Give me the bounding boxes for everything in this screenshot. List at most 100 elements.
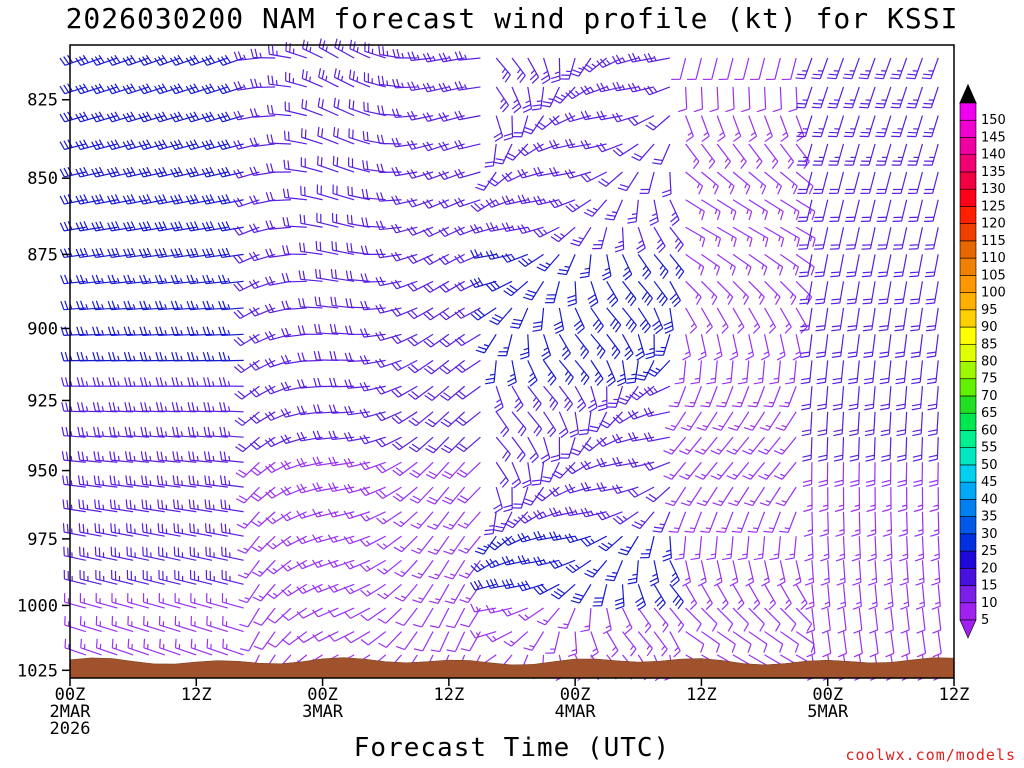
wind-barb	[253, 631, 276, 650]
wind-barb-feather	[521, 555, 527, 564]
wind-barb-feather	[537, 166, 543, 176]
wind-barb-half-feather	[748, 473, 754, 477]
wind-barb	[748, 115, 758, 142]
wind-barb-feather	[717, 238, 722, 248]
wind-barb-staff	[606, 631, 619, 651]
wind-barb-feather	[391, 224, 397, 234]
wind-barb-staff	[823, 281, 829, 304]
wind-barb-staff	[688, 486, 702, 506]
wind-barb	[684, 511, 702, 533]
wind-barb-feather	[768, 326, 776, 334]
wind-barb-feather	[609, 318, 617, 327]
wind-barb	[377, 607, 402, 624]
wind-barb-half-feather	[653, 55, 657, 61]
wind-barb-staff	[780, 253, 799, 268]
wind-barb-half-feather	[670, 500, 677, 503]
wind-barb-feather	[426, 499, 436, 505]
wind-barb-feather	[507, 381, 517, 387]
wind-barb-half-feather	[543, 229, 548, 234]
wind-barb-half-feather	[148, 381, 152, 387]
wind-barb-half-feather	[584, 267, 590, 270]
wind-barb-feather	[95, 167, 101, 177]
wind-barb	[264, 461, 292, 474]
wind-barb	[234, 411, 260, 427]
wind-barb-feather	[250, 78, 254, 88]
wind-barb-staff	[334, 631, 355, 642]
wind-barb-feather	[604, 218, 614, 221]
wind-barb-feather	[252, 279, 259, 288]
wind-barb-staff	[416, 436, 434, 453]
wind-barb-half-feather	[655, 367, 661, 372]
wind-barb-feather	[60, 352, 65, 362]
wind-barb-feather	[763, 405, 773, 408]
wind-barb-feather	[64, 274, 69, 284]
wind-barb-feather	[250, 469, 258, 476]
wind-barb-feather	[158, 248, 164, 258]
wind-barb-feather	[469, 279, 476, 288]
wind-barb-feather	[499, 101, 507, 110]
wind-barb-feather	[743, 426, 753, 431]
wind-barb-feather	[645, 351, 655, 356]
wind-barb-half-feather	[604, 267, 610, 271]
wind-barb	[815, 281, 829, 305]
wind-barb-feather	[652, 162, 662, 165]
wind-barb-feather	[513, 482, 521, 489]
wind-barb-feather	[281, 614, 290, 621]
wind-barb-feather	[567, 302, 577, 307]
wind-barb	[696, 411, 718, 431]
wind-barb-half-feather	[558, 534, 562, 540]
wind-barb-feather	[169, 113, 176, 123]
wind-barb-feather	[59, 248, 65, 258]
wind-barb-half-feather	[116, 304, 120, 310]
wind-barb	[469, 579, 497, 591]
wind-barb	[668, 386, 687, 408]
wind-barb	[111, 638, 134, 656]
wind-barb-half-feather	[117, 480, 120, 486]
wind-barb	[172, 475, 197, 488]
wind-barb-staff	[463, 436, 481, 453]
wind-barb-feather	[208, 475, 211, 485]
wind-barb-feather	[701, 135, 710, 142]
wind-barb-half-feather	[527, 258, 533, 263]
wind-barb-half-feather	[671, 212, 677, 217]
wind-barb	[812, 115, 829, 138]
wind-barb	[829, 199, 845, 223]
wind-barb	[830, 281, 845, 305]
wind-barb-half-feather	[180, 304, 183, 310]
wind-barb	[729, 560, 739, 587]
wind-barb-feather	[343, 458, 350, 468]
wind-barb-feather	[392, 49, 396, 59]
wind-barb-feather	[312, 404, 317, 414]
wind-barb	[527, 360, 538, 387]
wind-barb-half-feather	[564, 397, 569, 402]
wind-barb-half-feather	[196, 381, 199, 387]
wind-barb	[202, 247, 228, 259]
wind-barb	[737, 536, 750, 561]
wind-barb-feather	[646, 371, 656, 377]
wind-barb-feather	[627, 411, 634, 420]
wind-barb-feather	[503, 133, 513, 137]
wind-barb-half-feather	[259, 52, 262, 58]
wind-barb-feather	[98, 166, 105, 176]
wind-barb-staff	[836, 143, 845, 166]
wind-barb-feather	[207, 402, 211, 412]
wind-barb	[140, 451, 165, 463]
wind-barb-feather	[749, 238, 753, 248]
chart-title: 2026030200 NAM forecast wind profile (kt…	[65, 2, 959, 35]
wind-barb-feather	[284, 408, 290, 417]
wind-barb-half-feather	[417, 547, 423, 551]
wind-barb-feather	[171, 426, 175, 436]
wind-barb-feather	[185, 168, 192, 178]
wind-barb	[138, 54, 165, 66]
wind-barb-staff	[774, 57, 781, 80]
wind-barb-feather	[302, 298, 306, 308]
wind-barb	[174, 616, 197, 633]
wind-barb-staff	[422, 631, 434, 652]
wind-barb-feather	[796, 73, 806, 76]
wind-barb	[412, 583, 434, 604]
wind-barb-half-feather	[774, 293, 778, 299]
wind-barb-feather	[442, 141, 448, 150]
wind-barb-feather	[469, 225, 476, 234]
wind-barb-feather	[743, 502, 753, 507]
wind-barb-feather	[584, 460, 591, 469]
